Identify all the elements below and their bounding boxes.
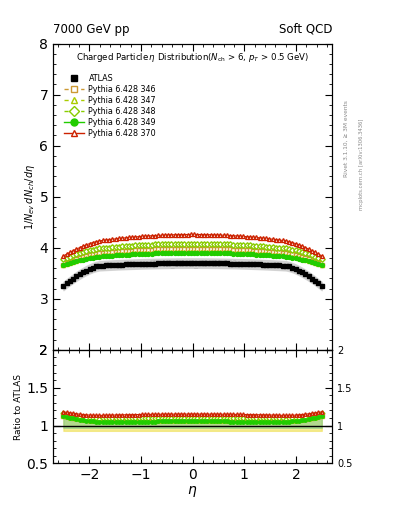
Y-axis label: $1/N_{ev}\,dN_{ch}/d\eta$: $1/N_{ev}\,dN_{ch}/d\eta$: [22, 164, 37, 230]
Text: Soft QCD: Soft QCD: [279, 23, 332, 36]
Text: Rivet 3.1.10, ≥ 3M events: Rivet 3.1.10, ≥ 3M events: [343, 100, 348, 177]
Text: Charged Particle$\,\eta$ Distribution($\mathit{N}_{\rm ch}$ > 6, $p_T$ > 0.5 GeV: Charged Particle$\,\eta$ Distribution($\…: [76, 51, 309, 64]
Text: ATLAS_2010_S8918562: ATLAS_2010_S8918562: [147, 260, 238, 269]
Y-axis label: Ratio to ATLAS: Ratio to ATLAS: [15, 374, 24, 440]
Legend: ATLAS, Pythia 6.428 346, Pythia 6.428 347, Pythia 6.428 348, Pythia 6.428 349, P: ATLAS, Pythia 6.428 346, Pythia 6.428 34…: [62, 72, 158, 139]
Text: 7000 GeV pp: 7000 GeV pp: [53, 23, 130, 36]
X-axis label: $\eta$: $\eta$: [187, 484, 198, 499]
Text: mcplots.cern.ch [arXiv:1306.3436]: mcplots.cern.ch [arXiv:1306.3436]: [359, 118, 364, 209]
